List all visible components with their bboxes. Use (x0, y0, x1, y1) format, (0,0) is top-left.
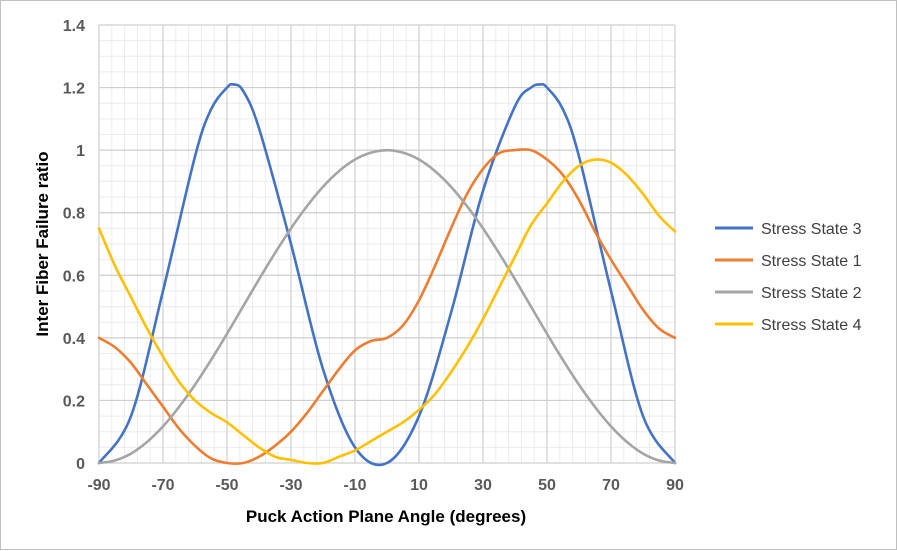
legend-item: Stress State 2 (715, 285, 862, 302)
series-line-stress-state-1 (97, 148, 677, 465)
x-tick-label: 70 (602, 477, 620, 494)
x-tick-label: 10 (410, 477, 428, 494)
x-tick-label: 50 (538, 477, 556, 494)
x-tick-label: -70 (151, 477, 174, 494)
legend-item: Stress State 4 (715, 317, 862, 334)
x-tick-label: -90 (87, 477, 110, 494)
legend-item: Stress State 1 (715, 253, 862, 270)
y-tick-label: 0.6 (63, 268, 85, 285)
x-axis-tick-labels: -90 -70 -50 -30 -10 10 30 50 70 90 (87, 477, 684, 494)
x-tick-label: -50 (215, 477, 238, 494)
series-lines (97, 82, 677, 467)
y-tick-label: 0.4 (63, 331, 85, 348)
series-line-stress-state-4 (97, 158, 677, 465)
series-line-stress-state-3 (97, 82, 677, 467)
legend: Stress State 3 Stress State 1 Stress State… (715, 221, 862, 334)
series-line-stress-state-2 (97, 148, 677, 465)
y-tick-label: 1.4 (63, 18, 85, 35)
y-tick-label: 1 (76, 143, 85, 160)
y-axis-title: Inter Fiber Failure ratio (33, 151, 52, 336)
x-tick-label: 90 (666, 477, 684, 494)
y-tick-label: 0.8 (63, 206, 85, 223)
legend-label: Stress State 4 (761, 317, 862, 334)
x-tick-label: 30 (474, 477, 492, 494)
y-tick-label: 0 (76, 456, 85, 473)
legend-label: Stress State 2 (761, 285, 862, 302)
x-tick-label: -10 (343, 477, 366, 494)
x-tick-label: -30 (279, 477, 302, 494)
legend-item: Stress State 3 (715, 221, 862, 238)
x-axis-title: Puck Action Plane Angle (degrees) (246, 507, 526, 526)
y-tick-label: 1.2 (63, 81, 85, 98)
y-tick-label: 0.2 (63, 393, 85, 410)
y-axis-tick-labels: 0 0.2 0.4 0.6 0.8 1 1.2 1.4 (63, 18, 85, 473)
legend-label: Stress State 3 (761, 221, 862, 238)
legend-label: Stress State 1 (761, 253, 862, 270)
